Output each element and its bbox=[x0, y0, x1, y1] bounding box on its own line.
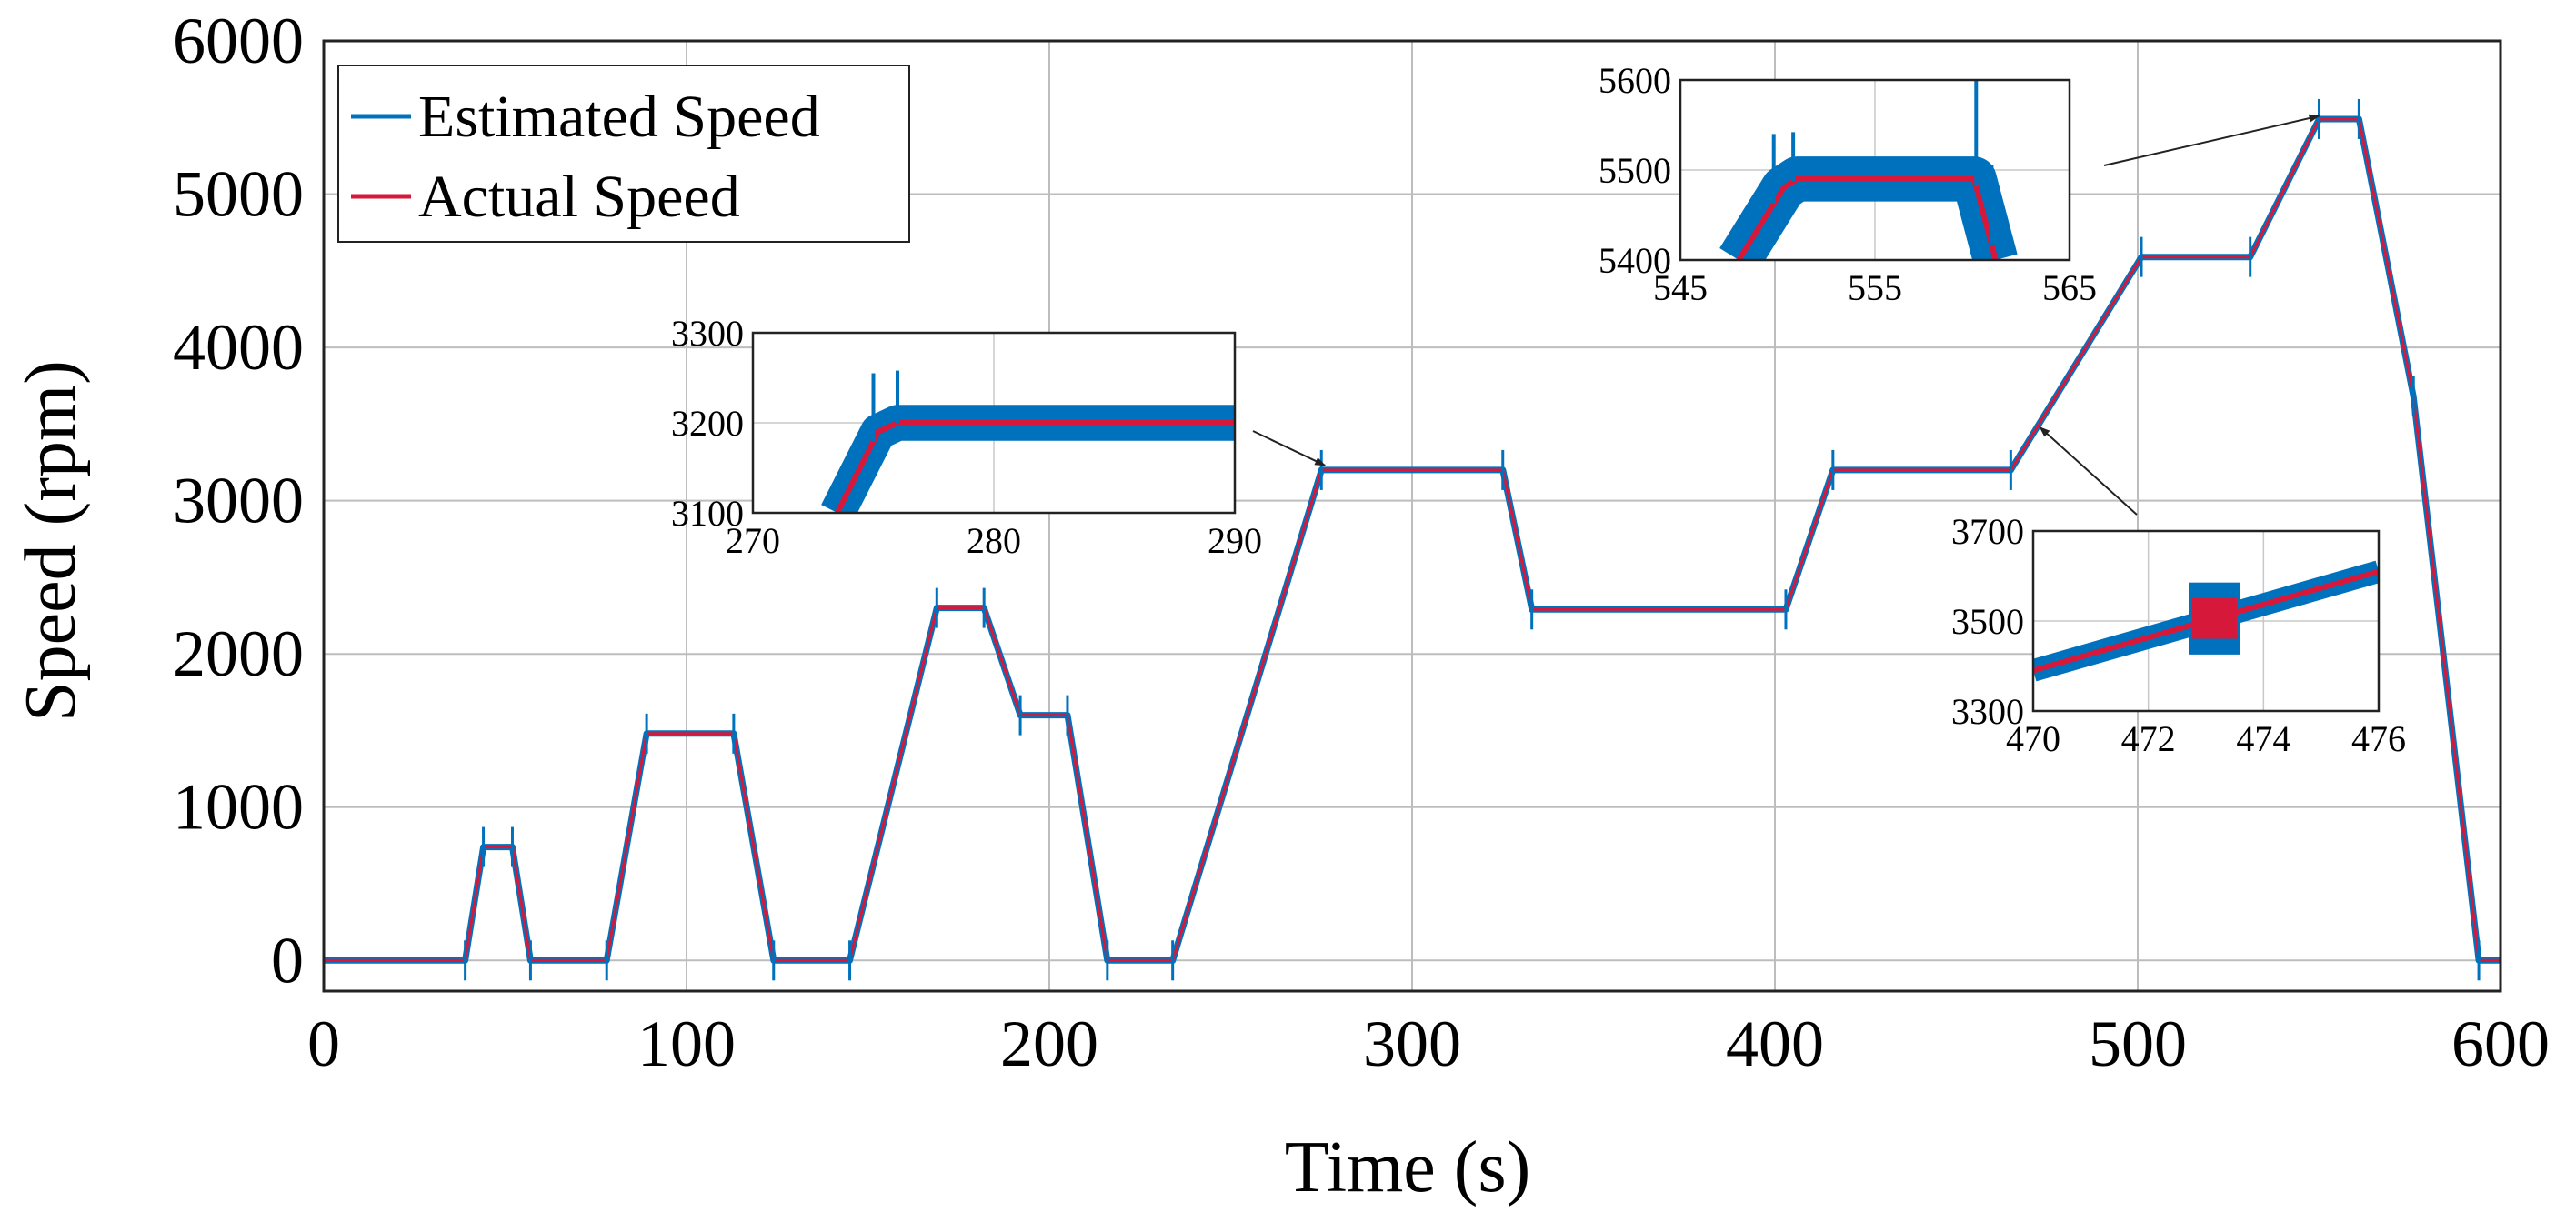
inset-frame bbox=[1679, 78, 2071, 262]
y-tick-label: 2000 bbox=[173, 617, 304, 690]
inset-plots: 270 280 290 3100 3200 3300 545 555 565 5400 5500 56… bbox=[671, 60, 2406, 759]
inset-y-tick-label: 5500 bbox=[1599, 150, 1671, 191]
x-tick-label: 200 bbox=[1000, 1007, 1098, 1080]
inset-y-tick-label: 3300 bbox=[671, 313, 744, 354]
y-tick-label: 3000 bbox=[173, 465, 304, 537]
inset-x-tick-label: 474 bbox=[2236, 718, 2290, 759]
x-tick-label: 500 bbox=[2089, 1007, 2187, 1080]
x-tick-label: 100 bbox=[637, 1007, 736, 1080]
callout-arrow bbox=[2039, 426, 2138, 516]
legend-label-actual: Actual Speed bbox=[418, 164, 740, 230]
y-axis-label: Speed (rpm) bbox=[11, 360, 91, 722]
inset-5500: 545 555 565 5400 5500 5600 bbox=[1599, 60, 2097, 308]
inset-x-tick-label: 476 bbox=[2351, 718, 2406, 759]
callout-arrow bbox=[1252, 430, 1327, 466]
x-tick-label: 600 bbox=[2451, 1007, 2550, 1080]
y-tick-label: 1000 bbox=[173, 771, 304, 844]
inset-x-tick-label: 280 bbox=[967, 520, 1021, 561]
tick-labels: 0 100 200 300 400 500 600010002000300040005000… bbox=[173, 5, 2550, 1080]
inset-x-tick-label: 290 bbox=[1208, 520, 1262, 561]
inset-actual-line bbox=[1736, 175, 1999, 260]
inset-x-tick-label: 555 bbox=[1848, 267, 1902, 308]
inset-y-tick-label: 3500 bbox=[1951, 601, 2024, 642]
y-tick-label: 6000 bbox=[173, 5, 304, 77]
inset-3200: 270 280 290 3100 3200 3300 bbox=[671, 313, 1262, 561]
inset-y-tick-label: 3700 bbox=[1951, 511, 2024, 552]
inset-frame bbox=[751, 331, 1237, 515]
x-tick-label: 400 bbox=[1726, 1007, 1824, 1080]
inset-frame bbox=[2031, 529, 2381, 713]
y-tick-label: 0 bbox=[271, 924, 304, 997]
callout-arrows bbox=[1252, 114, 2320, 516]
callout-arrow bbox=[2103, 114, 2320, 166]
inset-traces bbox=[821, 370, 1235, 513]
x-tick-label: 0 bbox=[307, 1007, 340, 1080]
x-axis-label: Time (s) bbox=[1285, 1127, 1530, 1207]
inset-y-tick-label: 3100 bbox=[671, 493, 744, 534]
inset-y-tick-label: 5400 bbox=[1599, 240, 1671, 281]
x-tick-label: 300 bbox=[1363, 1007, 1461, 1080]
inset-y-tick-label: 3200 bbox=[671, 403, 744, 444]
legend-label-estimated: Estimated Speed bbox=[418, 84, 820, 150]
inset-x-tick-label: 545 bbox=[1653, 267, 1708, 308]
inset-traces bbox=[1719, 80, 2018, 260]
legend: Estimated Speed Actual Speed bbox=[337, 65, 910, 243]
inset-x-tick-label: 472 bbox=[2121, 718, 2176, 759]
plot-frame bbox=[322, 39, 2502, 993]
inset-actual-line bbox=[2033, 568, 2379, 674]
inset-traces bbox=[2033, 560, 2379, 682]
inset-y-tick-label: 3300 bbox=[1951, 691, 2024, 732]
series-lines bbox=[324, 98, 2501, 981]
inset-actual-line bbox=[835, 420, 1235, 513]
y-tick-label: 5000 bbox=[173, 158, 304, 231]
inset-x-tick-label: 470 bbox=[2006, 718, 2060, 759]
y-tick-label: 4000 bbox=[173, 311, 304, 384]
inset-x-tick-label: 565 bbox=[2042, 267, 2097, 308]
legend-box bbox=[337, 65, 910, 243]
inset-3500: 470 472 474 476 3300 3500 3700 bbox=[1951, 511, 2406, 759]
inset-y-tick-label: 5600 bbox=[1599, 60, 1671, 101]
axes-box bbox=[322, 39, 2502, 993]
inset-x-tick-label: 270 bbox=[726, 520, 780, 561]
